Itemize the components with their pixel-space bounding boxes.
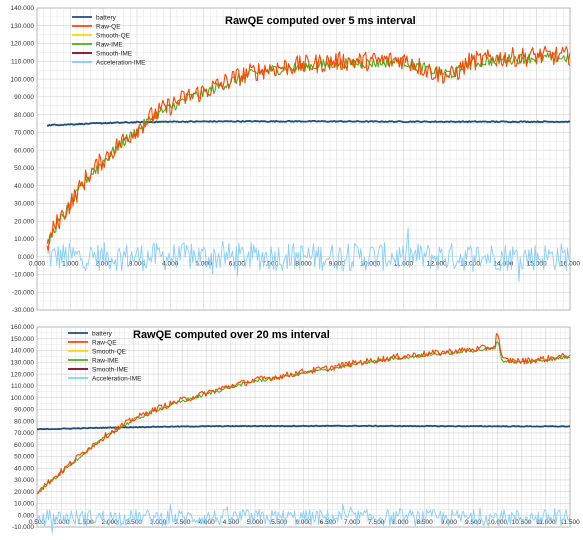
x-tick-label: 2.000	[95, 261, 112, 268]
legend-entry: Smooth-IME	[92, 366, 129, 373]
y-tick-label: 130.000	[11, 359, 35, 366]
y-tick-label: 80.000	[14, 112, 34, 119]
y-tick-label: 60.000	[14, 442, 34, 449]
y-tick-label: 100.000	[11, 76, 35, 83]
y-tick-label: 40.000	[14, 465, 34, 472]
legend-entry: battery	[92, 330, 113, 337]
x-tick-label: 10.500	[512, 519, 532, 526]
y-tick-label: 30.000	[14, 477, 34, 484]
x-tick-label: 0.000	[29, 261, 46, 268]
series-line-raw-qe	[46, 45, 571, 252]
legend-entry: Smooth-QE	[96, 32, 131, 39]
x-tick-label: 10.000	[487, 519, 507, 526]
legend-entry: Raw-QE	[96, 23, 121, 30]
x-tick-label: 3.000	[129, 261, 146, 268]
chart-title: RawQE computed over 20 ms interval	[133, 329, 330, 341]
y-tick-label: 80.000	[14, 418, 34, 425]
chart-title: RawQE computed over 5 ms interval	[225, 15, 416, 27]
y-tick-label: 100.000	[11, 395, 35, 402]
legend-entry: Smooth-IME	[96, 50, 133, 57]
y-tick-label: -20.000	[12, 289, 34, 296]
y-tick-label: 90.000	[14, 94, 34, 101]
legend-entry: Smooth-QE	[92, 348, 127, 355]
legend: battery Raw-QE Smooth-QE Raw-IME Smooth-IME A…	[72, 14, 146, 66]
series-line-raw-qe	[36, 333, 571, 495]
y-tick-label: 70.000	[14, 130, 34, 137]
y-tick-label: 0.000	[18, 512, 35, 519]
y-tick-label: 140.000	[11, 348, 35, 355]
x-tick-label: 0.500	[29, 519, 46, 526]
x-tick-label: 11.000	[536, 519, 556, 526]
legend: battery Raw-QE Smooth-QE Raw-IME Smooth-IME A…	[68, 330, 142, 382]
x-tick-label: 9.500	[465, 519, 482, 526]
y-tick-label: 150.000	[11, 336, 35, 343]
y-tick-label: -10.000	[12, 524, 34, 531]
legend-entry: Raw-IME	[92, 357, 119, 364]
legend-entry: Raw-QE	[92, 339, 117, 346]
x-tick-label: 1.500	[77, 519, 94, 526]
y-tick-label: 20.000	[14, 489, 34, 496]
x-tick-label: 3.500	[174, 519, 191, 526]
y-tick-label: 60.000	[14, 147, 34, 154]
y-tick-label: 120.000	[11, 41, 35, 48]
x-tick-label: 7.500	[368, 519, 385, 526]
y-tick-label: 0.000	[18, 254, 35, 261]
x-tick-label: 5.000	[195, 261, 212, 268]
y-tick-label: 120.000	[11, 371, 35, 378]
x-tick-label: 8.000	[295, 261, 312, 268]
y-tick-label: 110.000	[11, 58, 34, 65]
y-tick-label: 90.000	[14, 407, 34, 414]
y-tick-label: 110.000	[11, 383, 34, 390]
series-line-battery	[36, 424, 570, 431]
x-tick-label: 13.000	[460, 261, 480, 268]
y-tick-label: 140.000	[11, 5, 35, 12]
y-tick-label: 130.000	[11, 23, 35, 30]
x-tick-label: 6.000	[295, 519, 312, 526]
y-tick-label: -10.000	[12, 272, 34, 279]
y-tick-label: 160.000	[11, 324, 35, 331]
x-tick-label: 7.000	[344, 519, 361, 526]
y-tick-label: 50.000	[14, 454, 34, 461]
y-tick-label: 10.000	[14, 236, 34, 243]
y-tick-label: 40.000	[14, 183, 34, 190]
x-tick-label: 12.000	[427, 261, 447, 268]
x-tick-label: 8.000	[392, 519, 409, 526]
legend-entry: Raw-IME	[96, 41, 123, 48]
chart-panel-2: 160.000 150.000 140.000 130.000 120.000 110.0…	[11, 324, 580, 534]
x-tick-label: 4.000	[162, 261, 179, 268]
legend-entry: Acceleration-IME	[96, 59, 146, 66]
y-tick-label: -30.000	[12, 307, 34, 314]
x-tick-label: 16.000	[560, 261, 580, 268]
chart-panel-1: 140.000 130.000 120.000 110.000 100.000 90.00…	[11, 5, 581, 314]
y-tick-label: 20.000	[14, 218, 34, 225]
y-tick-label: 70.000	[14, 430, 34, 437]
x-tick-label: 5.500	[271, 519, 288, 526]
x-tick-label: 1.000	[62, 261, 79, 268]
x-tick-label: 1.000	[53, 519, 70, 526]
series-line-acceleration-ime	[36, 503, 571, 534]
x-tick-label: 6.500	[320, 519, 337, 526]
x-tick-label: 4.000	[198, 519, 215, 526]
series-line-battery	[46, 119, 571, 127]
x-tick-label: 9.000	[441, 519, 458, 526]
x-tick-label: 11.500	[560, 519, 580, 526]
x-tick-label: 4.500	[223, 519, 240, 526]
x-tick-label: 10.000	[360, 261, 380, 268]
legend-entry: battery	[96, 14, 117, 21]
x-tick-label: 5.000	[247, 519, 264, 526]
y-tick-label: 30.000	[14, 201, 34, 208]
x-tick-label: 2.500	[126, 519, 143, 526]
x-tick-label: 11.000	[394, 261, 414, 268]
series-line-acceleration-ime	[46, 227, 571, 282]
y-tick-label: 10.000	[14, 501, 34, 508]
y-tick-label: 50.000	[14, 165, 34, 172]
x-tick-label: 9.000	[329, 261, 346, 268]
legend-entry: Acceleration-IME	[92, 375, 142, 382]
